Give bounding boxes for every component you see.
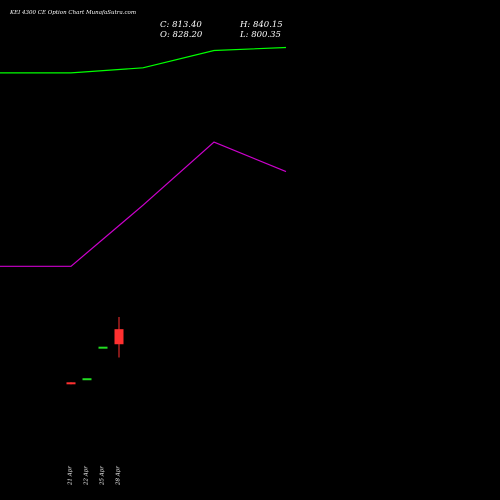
candle-body xyxy=(66,382,76,385)
candle-body xyxy=(98,346,108,349)
x-tick-label: 25 Apr xyxy=(100,466,106,486)
chart-title: KEI 4300 CE Option Chart MunafaSutra.com xyxy=(10,10,137,16)
candle-body xyxy=(82,378,92,381)
candle-3 xyxy=(98,346,108,349)
close-label: C: 813.40 xyxy=(160,20,202,30)
x-tick-label: 21 Apr xyxy=(68,466,74,486)
x-tick-label: 22 Apr xyxy=(84,466,90,486)
candle-2 xyxy=(82,378,92,381)
overlay-line-2 xyxy=(0,141,287,267)
candle-body xyxy=(114,329,124,345)
low-label: L: 800.35 xyxy=(240,30,281,40)
overlay-line-1 xyxy=(0,46,287,74)
open-label: O: 828.20 xyxy=(160,30,203,40)
candle-4 xyxy=(114,317,124,358)
x-tick-label: 28 Apr xyxy=(116,466,122,486)
candle-1 xyxy=(66,382,76,385)
high-label: H: 840.15 xyxy=(240,20,283,30)
